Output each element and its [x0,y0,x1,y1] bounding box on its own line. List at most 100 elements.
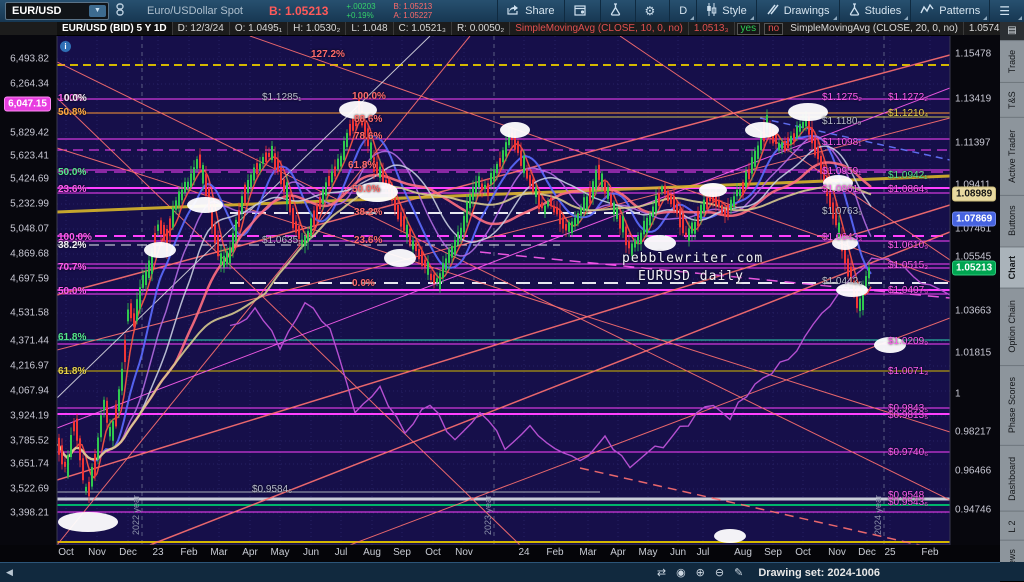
studies-button[interactable]: Studies [838,0,911,22]
sidebar-tab-t-s[interactable]: T&S [1000,82,1024,118]
time-axis-tick: Jul [334,547,348,558]
left-axis-tick: 3,398.21 [10,507,49,519]
ohlc-range: R: 0.0050₂ [452,22,511,35]
time-axis-tick: Jul [696,547,710,558]
time-axis-tick: Apr [242,547,258,558]
right-axis-gutter [950,35,1000,562]
sidebar-tab-phase-scores[interactable]: Phase Scores [1000,364,1024,445]
time-axis-tick: 25 [884,547,896,558]
bid-price: B: 1.05213 [269,4,329,18]
right-axis-tick: 1.15478 [955,48,992,60]
right-axis-tick: 1.07461 [955,223,992,235]
link-icon[interactable] [115,2,125,20]
cursor-drawing-icon[interactable]: ✎ [734,567,744,579]
time-axis-tick: Nov [88,547,106,558]
time-axis-tick: Dec [858,547,876,558]
left-axis-tick: 4,216.97 [10,360,49,372]
sidebar-tab-dashboard[interactable]: Dashboard [1000,444,1024,511]
time-axis-tick: Jun [669,547,687,558]
left-axis-tick: 6,493.82 [10,53,49,65]
sma10-no-flag[interactable]: no [764,22,784,35]
timeframe-label: D [679,5,688,17]
time-axis-tick: Feb [180,547,198,558]
right-axis-price-bubble: 1.07869 [952,211,997,227]
left-axis-gutter [0,35,57,562]
left-price-axis[interactable]: 6,493.82 6,264.34 5,829.42 5,623.41 5,424.69… [0,0,53,562]
left-axis-tick: 3,785.52 [10,435,49,447]
sidebar-tab-option-chain[interactable]: Option Chain [1000,288,1024,365]
zoom-out-icon[interactable]: ⊖ [714,567,725,579]
drawings-button[interactable]: Drawings [755,0,839,22]
chart-plot-area[interactable] [57,36,950,545]
studies-label: Studies [864,5,902,17]
time-axis-tick: Feb [921,547,939,558]
sidebar-gadget-icon[interactable]: ▤ [1000,22,1024,40]
right-axis-tick: 1.13419 [955,93,992,105]
right-sidebar: ▤ Trade T&S Active Trader Buttons Chart Optio… [1000,22,1024,581]
menu-button[interactable]: ☰ [989,0,1024,22]
sidebar-tab-trade[interactable]: Trade [1000,40,1024,83]
left-axis-tick: 5,424.69 [10,173,49,185]
info-icon[interactable]: i [60,41,71,52]
sma10-show-flag[interactable]: yes [736,22,761,35]
share-icon [507,4,520,18]
left-axis-tick: 5,829.42 [10,127,49,139]
drawings-label: Drawings [783,5,830,17]
time-axis-tick: Mar [210,547,228,558]
time-axis-tick: Jun [302,547,320,558]
left-axis-tick: 5,232.99 [10,198,49,210]
sidebar-tab-active-trader[interactable]: Active Trader [1000,117,1024,195]
gear-icon: ⚙ [644,4,656,18]
dropdown-corner [1018,16,1022,20]
sidebar-tab-chart[interactable]: Chart [1000,245,1024,289]
dropdown-corner [904,16,909,20]
pct-change: +0.19% [346,11,374,20]
left-axis-tick: 3,924.19 [10,410,49,422]
settings-button[interactable]: ⚙ [634,0,670,22]
share-button[interactable]: Share [497,0,563,22]
symbol-input[interactable]: EUR/USD ▼ [5,2,109,20]
right-axis-price-bubble: 1.08989 [952,186,997,202]
timeframe-button[interactable]: D [669,0,696,22]
left-axis-tick: 5,048.07 [10,223,49,235]
time-axis[interactable]: Oct Nov Dec 23 Feb Mar Apr May Jun Jul Aug Sep Oct No… [0,545,1000,562]
time-axis-tick: Apr [610,547,626,558]
pan-arrows-icon[interactable]: ⇄ [656,567,667,579]
style-button[interactable]: Style [696,0,755,22]
hamburger-icon: ☰ [999,4,1010,18]
flask-icon [610,3,621,19]
ohlc-date: D: 12/3/24 [173,22,230,35]
sma10-value: 1.0513₃ [689,22,735,35]
sidebar-tab-buttons[interactable]: Buttons [1000,194,1024,246]
right-price-axis[interactable]: 1.15478 1.13419 1.11397 1.09411 1.07461 1.055… [951,0,1000,562]
time-axis-tick: Nov [455,547,473,558]
left-axis-tick: 4,869.68 [10,248,49,260]
time-axis-tick: Aug [734,547,752,558]
sma20-label[interactable]: SimpleMovingAvg (CLOSE, 20, 0, no) [785,22,964,35]
left-axis-tick: 3,522.69 [10,483,49,495]
events-button[interactable] [563,0,600,22]
ohlc-close: C: 1.0521₃ [394,22,452,35]
left-axis-tick: 4,531.58 [10,307,49,319]
status-bar: ◀ ⇄ ◉ ⊕ ⊖ ✎ Drawing set: 2024-1006 [0,562,1000,582]
chart-title: EUR/USD (BID) 5 Y 1D [57,22,173,35]
sidebar-tab-l-2[interactable]: L 2 [1000,510,1024,541]
auto-scale-icon[interactable]: ◉ [676,567,686,579]
left-axis-tick: 5,623.41 [10,150,49,162]
drawing-set-label: Drawing set: 2024-1006 [758,566,880,579]
sma10-label[interactable]: SimpleMovingAvg (CLOSE, 10, 0, no) [510,22,689,35]
left-axis-tick: 6,264.34 [10,78,49,90]
zigzag-icon [920,3,934,18]
style-label: Style [722,5,747,17]
symbol-dropdown-icon[interactable]: ▼ [89,5,106,17]
left-axis-bubble: 6,047.15 [4,96,51,112]
right-axis-tick: 0.98217 [955,426,992,438]
left-axis-tick: 4,371.44 [10,335,49,347]
collapse-left-icon[interactable]: ◀ [6,567,13,577]
analysis-button[interactable] [599,0,635,22]
dropdown-corner [832,16,837,20]
ask-small: A: 1.05227 [393,11,433,20]
zoom-in-icon[interactable]: ⊕ [695,567,705,579]
time-axis-tick: Sep [393,547,411,558]
patterns-button[interactable]: Patterns [910,0,989,22]
